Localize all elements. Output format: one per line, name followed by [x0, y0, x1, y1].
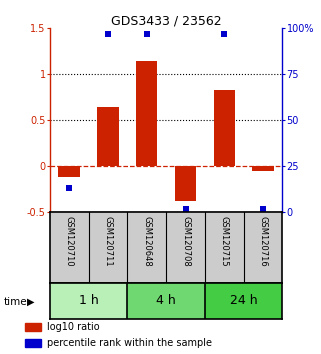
Text: percentile rank within the sample: percentile rank within the sample	[47, 338, 212, 348]
Bar	[25, 339, 41, 347]
Text: GSM120716: GSM120716	[259, 216, 268, 267]
Point	[66, 185, 72, 191]
Text: GSM120715: GSM120715	[220, 216, 229, 267]
Text: GSM120708: GSM120708	[181, 216, 190, 267]
Point	[222, 31, 227, 37]
Bar	[50, 283, 127, 319]
Text: GSM120711: GSM120711	[103, 216, 112, 267]
Bar	[25, 324, 41, 331]
Bar	[175, 166, 196, 201]
Bar	[252, 166, 274, 171]
Text: 24 h: 24 h	[230, 295, 257, 307]
Text: GSM120710: GSM120710	[65, 216, 74, 267]
Text: log10 ratio: log10 ratio	[47, 322, 100, 332]
Bar	[97, 107, 118, 166]
Point	[105, 31, 110, 37]
Bar	[58, 166, 80, 177]
Bar	[205, 283, 282, 319]
Text: 1 h: 1 h	[79, 295, 99, 307]
Text: time: time	[3, 297, 27, 307]
Text: GSM120648: GSM120648	[142, 216, 151, 267]
Point	[183, 206, 188, 212]
Bar	[127, 283, 205, 319]
Title: GDS3433 / 23562: GDS3433 / 23562	[111, 14, 221, 27]
Text: 4 h: 4 h	[156, 295, 176, 307]
Point	[144, 31, 149, 37]
Text: ▶: ▶	[27, 297, 34, 307]
Point	[261, 206, 266, 212]
Bar	[214, 90, 235, 166]
Bar	[136, 61, 157, 166]
